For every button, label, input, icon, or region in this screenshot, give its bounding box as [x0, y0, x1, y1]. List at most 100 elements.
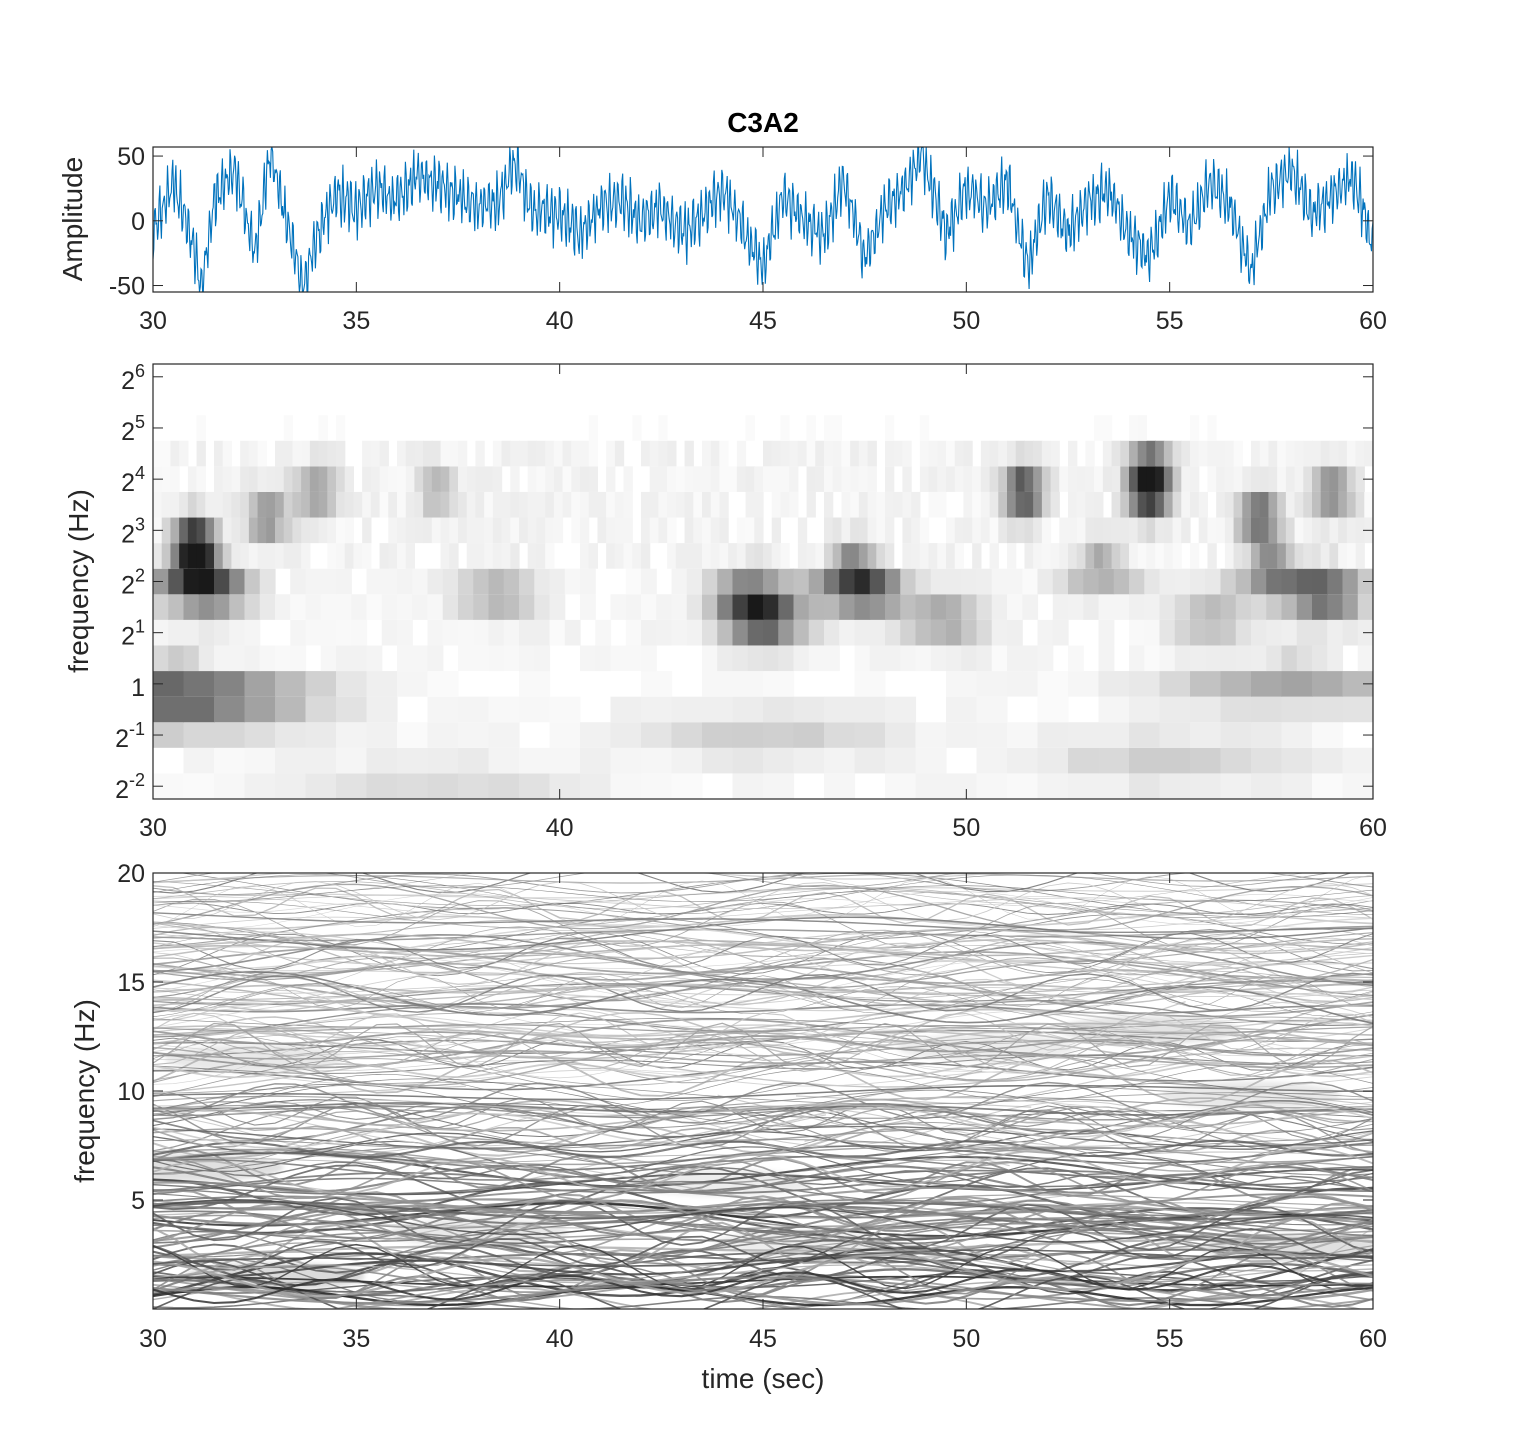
y-tick-label: 0 — [131, 208, 145, 236]
scalogram-cell — [867, 491, 877, 518]
scalogram-cell — [1312, 696, 1344, 723]
scalogram-cell — [610, 773, 642, 799]
scalogram-cell — [366, 568, 383, 595]
scalogram-cell — [1129, 594, 1145, 620]
ridge-line — [153, 1211, 1373, 1258]
scalogram-cell — [1015, 491, 1026, 518]
scalogram-cell — [1129, 491, 1139, 518]
scalogram-cell — [1098, 773, 1130, 799]
scalogram-cell — [168, 568, 185, 595]
ridge-line — [153, 1085, 1373, 1111]
scalogram-cell — [1111, 543, 1121, 569]
scalogram-cell — [710, 517, 721, 544]
scalogram-cell — [919, 415, 930, 441]
scalogram-cell — [1294, 543, 1304, 569]
scalogram-cell — [780, 415, 790, 441]
scalogram-cell — [693, 491, 703, 518]
scalogram-cell — [778, 645, 795, 672]
scalogram-cell — [710, 543, 721, 569]
scalogram-cell — [336, 415, 346, 441]
scalogram-cell — [196, 491, 206, 518]
scalogram-cell — [292, 517, 302, 544]
scalogram-cell — [946, 517, 956, 544]
scalogram-cell — [1033, 440, 1043, 467]
ridge-line — [153, 1099, 1373, 1141]
ridge-line — [153, 1157, 1373, 1204]
scalogram-cell — [440, 440, 450, 467]
scalogram-cell — [423, 466, 433, 492]
ridge-line — [153, 926, 1373, 984]
scalogram-cell — [1303, 440, 1313, 467]
scalogram-cell — [290, 645, 307, 672]
scalogram-cell — [1220, 594, 1237, 620]
scalogram-cell — [170, 466, 180, 492]
scalogram-cell — [658, 491, 668, 518]
scalogram-cell — [1224, 543, 1235, 569]
scalogram-cell — [214, 773, 246, 799]
scalogram-cell — [732, 594, 749, 620]
scalogram-cell — [1338, 543, 1348, 569]
scalogram-cell — [353, 543, 363, 569]
scalogram-cell — [580, 543, 590, 569]
scalogram-cell — [839, 619, 856, 646]
scalogram-cell — [580, 594, 596, 620]
scalogram-cell — [492, 491, 503, 518]
scalogram-cell — [549, 696, 581, 723]
scalogram-cell — [168, 619, 185, 646]
scalogram-cell — [928, 440, 938, 467]
scalogram-cell — [1146, 466, 1156, 492]
scalogram-cell — [930, 568, 947, 595]
ridge-line — [153, 1149, 1373, 1201]
scalogram-cell — [946, 645, 962, 672]
scalogram-cell — [1220, 722, 1252, 748]
scalogram-cell — [388, 466, 398, 492]
scalogram-cell — [911, 517, 921, 544]
scalogram-cell — [919, 517, 930, 544]
scalogram-cell — [808, 619, 825, 646]
scalogram-cell — [248, 440, 259, 467]
scalogram-cell — [484, 466, 494, 492]
scalogram-cell — [473, 645, 490, 672]
scalogram-cell — [318, 466, 328, 492]
scalogram-cell — [336, 696, 368, 723]
scalogram-cell — [248, 466, 259, 492]
scalogram-cell — [1220, 696, 1252, 723]
scalogram-cell — [693, 517, 703, 544]
scalogram-cell — [747, 568, 764, 595]
scalogram-cell — [641, 696, 673, 723]
scalogram-cell — [961, 619, 978, 646]
scalogram-cell — [292, 491, 302, 518]
scalogram-cell — [519, 517, 529, 544]
scalogram-cell — [946, 466, 956, 492]
scalogram-cell — [484, 517, 494, 544]
scalogram-cell — [370, 466, 381, 492]
scalogram-cell — [412, 645, 429, 672]
scalogram-cell — [972, 466, 982, 492]
ridge-line — [153, 1197, 1373, 1253]
scalogram-cell — [198, 594, 215, 620]
scalogram-cell — [824, 466, 834, 492]
scalogram-cell — [1120, 440, 1130, 467]
scalogram-cell — [1024, 491, 1034, 518]
scalogram-cell — [292, 440, 302, 467]
scalogram-cell — [405, 517, 416, 544]
scalogram-cell — [1346, 517, 1357, 544]
ridge-line — [153, 1217, 1373, 1269]
scalogram-cell — [458, 773, 490, 799]
waveform-ticks: 30 35 40 45 50 55 60 -50 0 50 — [109, 143, 1387, 335]
scalogram-cell — [305, 696, 337, 723]
scalogram-cell — [1174, 594, 1191, 620]
scalogram-cell — [1266, 594, 1283, 620]
scalogram-cell — [885, 466, 895, 492]
scalogram-cell — [832, 466, 843, 492]
scalogram-cell — [527, 440, 538, 467]
scalogram-cell — [858, 491, 869, 518]
scalogram-cell — [1342, 594, 1359, 620]
scalogram-cell — [1296, 568, 1313, 595]
scalogram-cell — [336, 466, 346, 492]
scalogram-cell — [1329, 466, 1339, 492]
scalogram-cell — [501, 543, 511, 569]
scalogram-cell — [503, 619, 520, 646]
scalogram-cell — [747, 594, 764, 620]
scalogram-cell — [205, 491, 215, 518]
